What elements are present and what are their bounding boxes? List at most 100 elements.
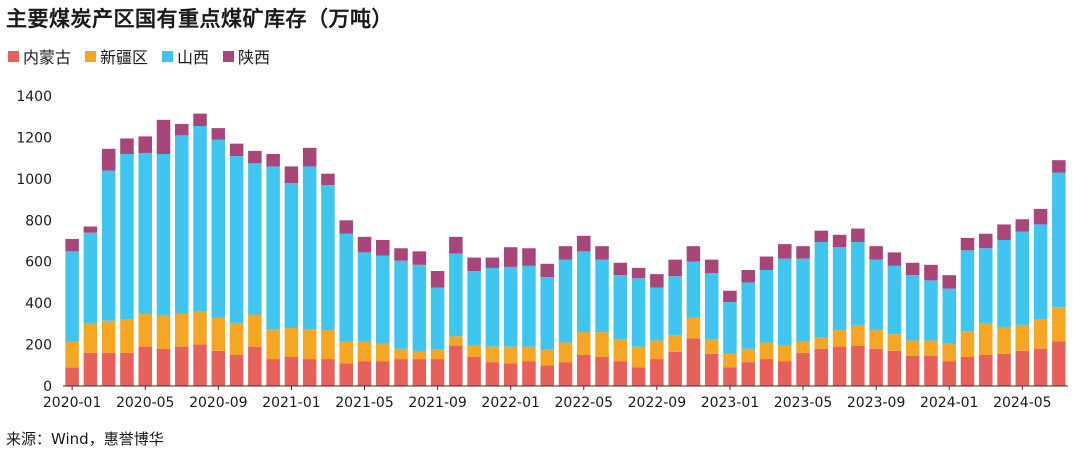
bar-segment <box>668 335 682 352</box>
bar-segment <box>485 257 500 268</box>
bar-segment <box>613 361 628 386</box>
bar-segment <box>979 233 993 249</box>
bar-segment <box>1052 172 1066 308</box>
bar-segment <box>796 341 810 353</box>
bar-segment <box>869 246 883 260</box>
bar-segment <box>558 342 573 363</box>
bar-segment <box>741 362 755 386</box>
bar-segment <box>248 346 262 386</box>
bar-segment <box>1033 208 1048 225</box>
x-tick-label: 2021-01 <box>262 395 321 411</box>
bar-segment <box>266 359 280 386</box>
x-tick-label: 2024-01 <box>920 395 979 411</box>
bar-segment <box>942 361 956 386</box>
bar-segment <box>302 147 317 167</box>
bar-segment <box>613 275 628 340</box>
legend-item-xinjiang: 新疆区 <box>85 44 148 68</box>
bar-segment <box>193 113 207 127</box>
bar-segment <box>1033 348 1048 386</box>
legend-swatch <box>223 50 235 62</box>
bar-segment <box>942 275 956 289</box>
bar-segment <box>376 361 390 386</box>
bar-segment <box>449 345 463 386</box>
bar-segment <box>175 123 189 136</box>
bar-segment <box>997 353 1011 386</box>
bar-segment <box>631 267 646 279</box>
bar-segment <box>83 352 98 386</box>
bar-segment <box>211 350 226 386</box>
bar-segment <box>814 242 829 338</box>
bar-segment <box>339 233 353 342</box>
bar-segment <box>321 330 335 360</box>
bar-segment <box>979 248 993 324</box>
bar-segment <box>558 246 573 260</box>
bar-segment <box>83 323 98 353</box>
y-axis: 0 200 400 600 800 1000 1200 1400 <box>16 89 52 395</box>
bar-segment <box>1052 160 1066 173</box>
legend-label: 陕西 <box>238 48 271 67</box>
x-tick-label: 2020-01 <box>43 395 102 411</box>
bar-segment <box>394 359 408 386</box>
legend: 内蒙古 新疆区 山西 陕西 <box>8 44 270 68</box>
legend-item-inner-mongolia: 内蒙古 <box>8 44 71 68</box>
bar-segment <box>485 346 500 363</box>
bar-segment <box>248 163 262 315</box>
bar-segment <box>394 248 408 261</box>
x-tick-label: 2020-05 <box>116 395 175 411</box>
legend-label: 内蒙古 <box>23 48 72 67</box>
bar-segment <box>540 365 554 386</box>
bar-segment <box>211 139 226 318</box>
bar-segment <box>522 346 536 362</box>
bar-segment <box>120 154 134 320</box>
bar-segment <box>796 258 810 342</box>
bar-layer <box>65 113 1066 386</box>
bar-segment <box>339 363 353 386</box>
bar-segment <box>540 263 554 278</box>
x-tick-label: 2023-05 <box>774 395 833 411</box>
bar-segment <box>778 345 792 362</box>
bar-segment <box>156 348 171 386</box>
bar-segment <box>302 359 317 386</box>
bar-segment <box>467 357 481 386</box>
bar-segment <box>284 183 299 328</box>
bar-segment <box>942 343 956 362</box>
bar-segment <box>193 126 207 312</box>
bar-segment <box>631 367 646 386</box>
bar-segment <box>485 362 500 386</box>
y-tick-label: 1000 <box>16 172 52 188</box>
bar-segment <box>887 334 902 351</box>
bar-segment <box>357 361 372 386</box>
bar-segment <box>832 247 847 331</box>
bar-segment <box>558 362 573 386</box>
bar-segment <box>120 138 134 154</box>
bar-segment <box>120 352 134 386</box>
bar-segment <box>759 342 774 360</box>
bar-segment <box>394 348 408 360</box>
bar-segment <box>814 337 829 349</box>
x-axis: 2020-01 2020-05 2020-09 2021-01 2021-05 2021-… <box>43 386 1052 411</box>
bar-segment <box>686 317 701 339</box>
bar-segment <box>741 270 755 283</box>
bar-segment <box>905 355 920 386</box>
bar-segment <box>412 251 427 265</box>
legend-label: 新疆区 <box>100 48 149 67</box>
x-tick-label: 2020-09 <box>189 395 248 411</box>
bar-segment <box>376 343 390 362</box>
x-tick-label: 2022-05 <box>555 395 614 411</box>
bar-segment <box>796 246 810 259</box>
bar-segment <box>522 361 536 386</box>
bar-segment <box>1015 324 1030 351</box>
bar-segment <box>595 246 609 260</box>
bar-segment <box>83 226 98 233</box>
bar-segment <box>138 313 152 347</box>
bar-segment <box>613 262 628 276</box>
bar-segment <box>65 341 79 368</box>
bar-segment <box>905 262 920 276</box>
bar-segment <box>229 354 244 386</box>
bar-segment <box>138 346 152 386</box>
y-tick-label: 0 <box>43 379 52 395</box>
bar-segment <box>138 152 152 314</box>
bar-segment <box>851 324 865 346</box>
bar-segment <box>1015 350 1030 386</box>
bar-segment <box>704 273 719 340</box>
